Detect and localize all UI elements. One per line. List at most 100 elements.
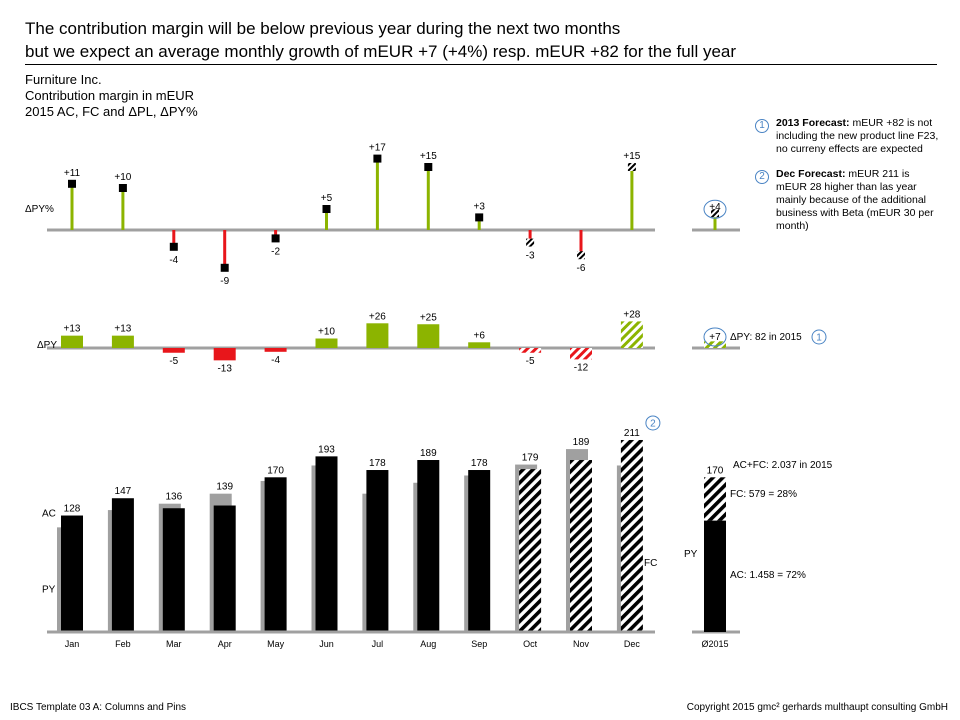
page-title-line-1: The contribution margin will be below pr…: [25, 19, 621, 38]
delta-bar-jan: [61, 335, 83, 348]
delta-label-sep: +6: [473, 330, 485, 341]
fc-bar-nov: [570, 460, 592, 632]
ac-bar-may: [264, 477, 287, 632]
pin-label-may: -2: [271, 246, 280, 257]
scenario-name: 2015 AC, FC and ΔPL, ΔPY%: [25, 104, 198, 119]
year-total-chart: +4 +7 ΔPY: 82 in 2015 1 170 PY AC+FC: 2.037 in…: [684, 199, 833, 649]
pin-head-jul: [373, 154, 382, 163]
delta-bar-aug: [417, 324, 440, 348]
pin-head-aug: [424, 163, 433, 171]
pin-head-jan: [68, 179, 76, 188]
pin-label-feb: +10: [114, 172, 131, 183]
comment-2: 2 Dec Forecast: mEUR 211 is mEUR 28 high…: [752, 168, 942, 233]
pin-label-total: +4: [709, 202, 721, 213]
total-fc-annotation: FC: 579 = 28%: [730, 489, 797, 500]
total-py-label: PY: [684, 549, 698, 560]
delta-row-label: ΔPY: [37, 340, 57, 351]
py-series-label: PY: [42, 584, 56, 595]
delta-label-jul: +26: [369, 311, 386, 322]
delta-bar-may: [264, 348, 287, 352]
ac-bar-jun: [315, 456, 338, 632]
pin-total-highlight: [703, 199, 727, 219]
category-label-sep: Sep: [471, 639, 487, 649]
delta-label-jun: +10: [318, 327, 335, 338]
comment-1-heading: 2013 Forecast:: [776, 117, 850, 129]
chart-header: Furniture Inc. Contribution margin in mE…: [25, 72, 198, 120]
delta-label-feb: +13: [114, 324, 131, 335]
template-label: IBCS Template 03 A: Columns and Pins: [10, 702, 187, 713]
delta-bar-feb: [111, 335, 134, 348]
delta-bar-oct: [519, 348, 542, 353]
company-name: Furniture Inc.: [25, 72, 102, 87]
ac-bar-jan: [61, 515, 83, 632]
contribution-margin-chart: 128 Jan 147 Feb 136 Mar 139 Apr 170 May 193 Jun 178 J…: [42, 415, 661, 649]
delta-py-percent-chart: ΔPY% +11 +10 -4 -9 -2 +5 +17 +15 +3 -3 -6 +15: [25, 143, 655, 287]
delta-bar-jul: [366, 323, 389, 348]
pin-label-jan: +11: [64, 168, 81, 179]
pin-label-sep: +3: [473, 201, 485, 212]
category-label-total: Ø2015: [701, 639, 728, 649]
ac-bar-mar: [162, 508, 185, 632]
category-label-aug: Aug: [420, 639, 436, 649]
category-label-dec: Dec: [624, 639, 641, 649]
delta-bar-nov: [570, 348, 592, 360]
delta-bar-dec: [620, 321, 643, 348]
total-value-label: 170: [707, 465, 724, 476]
comment-1-marker-on-chart: [811, 329, 827, 345]
value-label-sep: 178: [471, 458, 488, 469]
category-label-nov: Nov: [573, 639, 590, 649]
pin-label-dec: +15: [623, 151, 640, 162]
value-label-feb: 147: [115, 486, 132, 497]
category-label-mar: Mar: [166, 639, 182, 649]
delta-label-aug: +25: [420, 312, 437, 323]
ac-bar-jul: [366, 470, 389, 632]
page-title-line-2: but we expect an average monthly growth …: [25, 42, 737, 61]
pin-head-nov: [577, 251, 585, 260]
pin-head-dec: [627, 163, 636, 171]
comment-1-text: mEUR +82 is not including the new produc…: [776, 117, 939, 155]
comment-2-heading: Dec Forecast:: [776, 168, 846, 180]
pin-head-jun: [322, 205, 331, 213]
value-label-mar: 136: [165, 492, 182, 503]
comment-2-marker-text: 2: [650, 418, 656, 429]
total-fc-segment: [704, 477, 726, 521]
category-label-apr: Apr: [218, 639, 232, 649]
delta-bar-mar: [162, 348, 185, 353]
comment-marker-2: 2: [755, 170, 769, 184]
category-label-jun: Jun: [319, 639, 334, 649]
pin-head-total: [711, 209, 719, 218]
page-title: The contribution margin will be below pr…: [25, 17, 736, 63]
comment-marker-1: 1: [755, 119, 769, 133]
value-label-jun: 193: [318, 444, 335, 455]
ac-series-label: AC: [42, 509, 56, 520]
copyright-label: Copyright 2015 gmc² gerhards multhaupt c…: [686, 702, 948, 713]
value-label-nov: 189: [573, 437, 590, 448]
title-divider: [25, 64, 937, 65]
value-label-may: 170: [267, 465, 284, 476]
comment-1: 1 2013 Forecast: mEUR +82 is not includi…: [752, 117, 942, 156]
pin-head-may: [271, 234, 280, 243]
delta-label-oct: -5: [526, 356, 535, 367]
category-label-jul: Jul: [372, 639, 384, 649]
delta-label-may: -4: [271, 355, 280, 366]
pin-label-aug: +15: [420, 151, 437, 162]
category-label-jan: Jan: [65, 639, 80, 649]
ac-bar-sep: [468, 470, 491, 632]
pin-label-nov: -6: [577, 263, 586, 274]
category-label-may: May: [267, 639, 285, 649]
delta-total-annotation: ΔPY: 82 in 2015: [730, 332, 802, 343]
fc-bar-dec: [620, 439, 643, 632]
comments-panel: 1 2013 Forecast: mEUR +82 is not includi…: [752, 117, 942, 245]
ac-bar-aug: [417, 460, 440, 632]
fc-bar-oct: [519, 469, 542, 632]
delta-total-highlight: [703, 327, 727, 347]
category-label-oct: Oct: [523, 639, 538, 649]
delta-bar-total: [704, 341, 726, 348]
ac-bar-apr: [213, 505, 236, 632]
value-label-apr: 139: [216, 482, 233, 493]
pin-head-apr: [220, 263, 229, 272]
comment-2-text: mEUR 211 is mEUR 28 higher than las year…: [776, 168, 934, 232]
comment-2-marker-on-chart: [645, 415, 661, 431]
measure-name: Contribution margin in mEUR: [25, 88, 195, 103]
value-label-jan: 128: [64, 504, 81, 515]
